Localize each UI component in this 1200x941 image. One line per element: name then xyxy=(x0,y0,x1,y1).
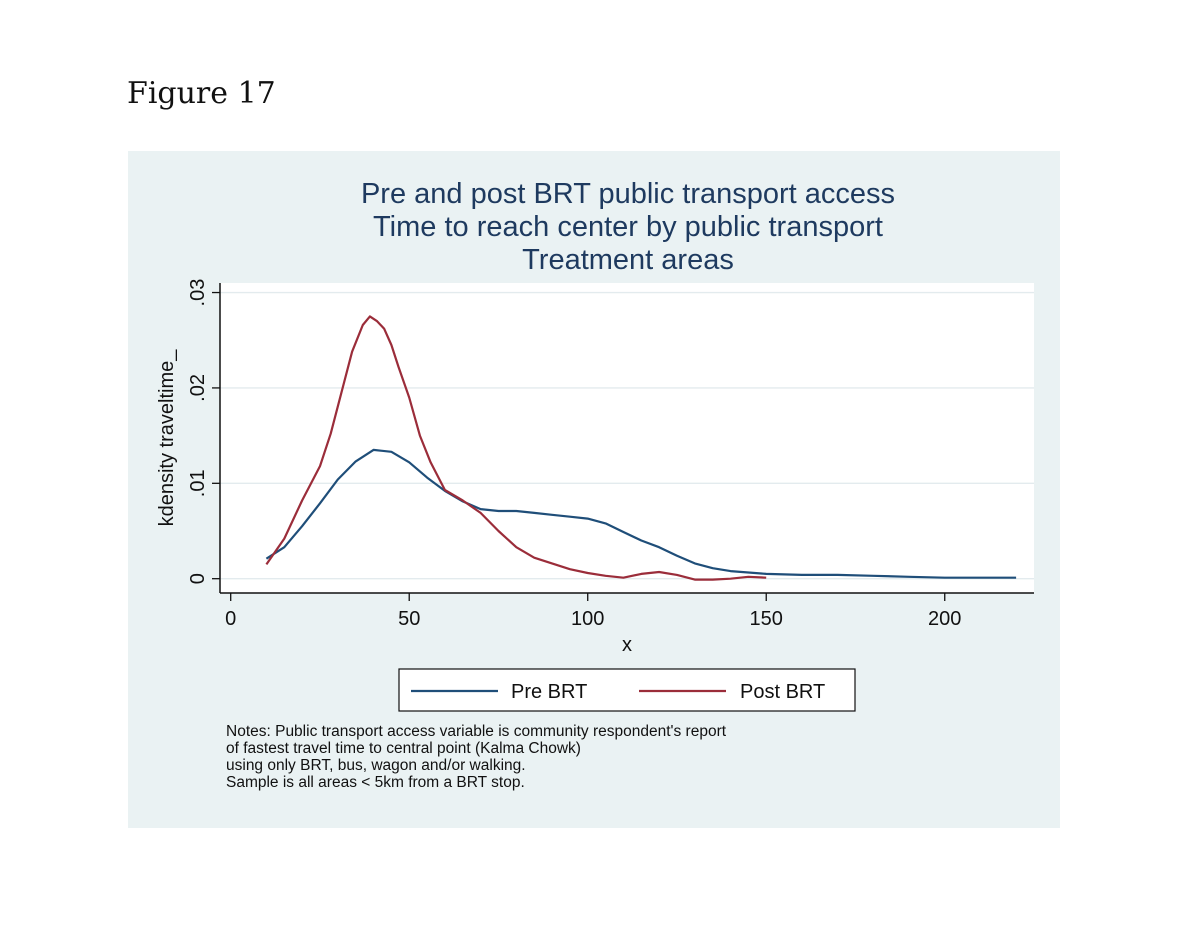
x-axis-label: x xyxy=(622,634,632,656)
x-axis-ticks: 0 50 100 150 200 xyxy=(225,593,961,630)
notes-line-3: using only BRT, bus, wagon and/or walkin… xyxy=(226,757,526,774)
x-tick-label-1: 50 xyxy=(398,608,420,630)
x-tick-label-3: 150 xyxy=(750,608,783,630)
x-tick-label-2: 100 xyxy=(571,608,604,630)
chart-title-line-1: Pre and post BRT public transport access xyxy=(361,178,895,210)
notes-line-1: Notes: Public transport access variable … xyxy=(226,723,727,740)
y-axis-ticks: 0 .01 .02 .03 xyxy=(187,279,220,584)
y-tick-label-2: .02 xyxy=(187,374,209,402)
chart-title-line-2: Time to reach center by public transport xyxy=(373,211,883,243)
y-tick-label-1: .01 xyxy=(187,469,209,497)
legend-label-pre-brt: Pre BRT xyxy=(511,681,587,703)
x-tick-label-4: 200 xyxy=(928,608,961,630)
notes-line-4: Sample is all areas < 5km from a BRT sto… xyxy=(226,774,525,791)
grid-lines xyxy=(220,291,1034,580)
series-lines xyxy=(265,315,1017,581)
x-tick-label-0: 0 xyxy=(225,608,236,630)
series-line-pre-brt xyxy=(265,448,1017,579)
notes-line-2: of fastest travel time to central point … xyxy=(226,740,581,757)
y-tick-label-3: .03 xyxy=(187,279,209,307)
legend-label-post-brt: Post BRT xyxy=(740,681,825,703)
series-line-post-brt xyxy=(265,315,767,581)
y-axis-label: kdensity traveltime_ xyxy=(156,349,178,527)
chart-panel: Pre and post BRT public transport access… xyxy=(128,151,1060,828)
plot-area xyxy=(220,283,1034,593)
chart-title-line-3: Treatment areas xyxy=(522,244,734,276)
y-tick-label-0: 0 xyxy=(187,573,209,584)
legend: Pre BRT Post BRT xyxy=(398,668,856,712)
chart-title: Pre and post BRT public transport access… xyxy=(361,178,895,276)
figure-label: Figure 17 xyxy=(127,76,276,111)
kdensity-chart: Pre and post BRT public transport access… xyxy=(156,178,1034,712)
chart-notes: Notes: Public transport access variable … xyxy=(226,723,986,791)
